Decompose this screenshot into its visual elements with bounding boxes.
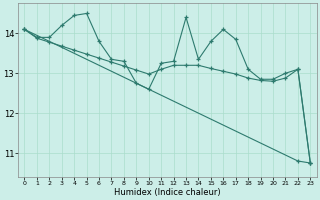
X-axis label: Humidex (Indice chaleur): Humidex (Indice chaleur) (114, 188, 221, 197)
